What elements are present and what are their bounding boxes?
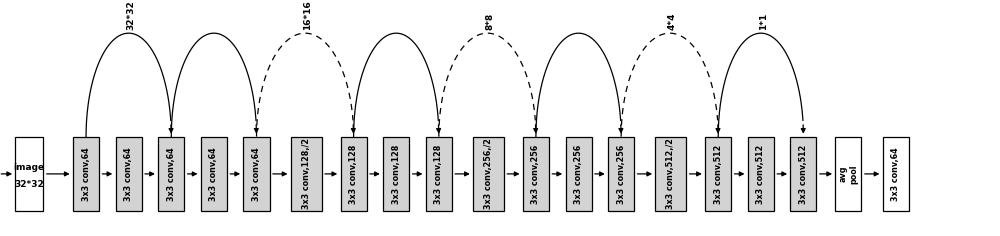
Text: image: image — [14, 163, 45, 172]
Text: 3x3 conv,64: 3x3 conv,64 — [82, 147, 91, 201]
Text: 32*32: 32*32 — [14, 180, 44, 189]
Bar — [655, 137, 686, 211]
Text: 3x3 conv,128: 3x3 conv,128 — [392, 144, 401, 204]
Text: 16*16: 16*16 — [303, 0, 312, 30]
Bar — [608, 137, 634, 211]
Bar — [705, 137, 731, 211]
Text: 1*1: 1*1 — [759, 13, 768, 30]
Text: 8*8: 8*8 — [485, 13, 494, 30]
Bar — [790, 137, 816, 211]
Bar — [291, 137, 322, 211]
Text: 3x3 conv,64: 3x3 conv,64 — [167, 147, 176, 201]
Text: 3x3 conv,64: 3x3 conv,64 — [891, 147, 900, 201]
Bar — [73, 137, 99, 211]
Bar — [15, 137, 43, 211]
Text: 3x3 conv,256: 3x3 conv,256 — [574, 144, 583, 203]
Text: 32*32: 32*32 — [127, 0, 136, 30]
Text: 3x3 conv,64: 3x3 conv,64 — [124, 147, 133, 201]
Text: avg
pool: avg pool — [839, 164, 858, 184]
Text: 3x3 conv,512: 3x3 conv,512 — [756, 144, 765, 203]
Text: 3x3 conv,512: 3x3 conv,512 — [714, 144, 723, 203]
Bar — [883, 137, 909, 211]
Text: 3x3 conv,128,/2: 3x3 conv,128,/2 — [302, 138, 311, 209]
Text: 4*4: 4*4 — [668, 12, 677, 30]
Text: 3x3 conv,64: 3x3 conv,64 — [252, 147, 261, 201]
Bar — [243, 137, 270, 211]
Bar — [383, 137, 409, 211]
Bar — [341, 137, 367, 211]
Bar — [835, 137, 861, 211]
Text: 3x3 conv,256: 3x3 conv,256 — [617, 144, 626, 203]
Text: 3x3 conv,128: 3x3 conv,128 — [434, 144, 443, 204]
Bar — [523, 137, 549, 211]
Text: 3x3 conv,256: 3x3 conv,256 — [531, 144, 540, 203]
Bar — [116, 137, 142, 211]
Bar — [473, 137, 504, 211]
Bar — [201, 137, 227, 211]
Text: 3x3 conv,512: 3x3 conv,512 — [799, 144, 808, 203]
Text: 3x3 conv,256,/2: 3x3 conv,256,/2 — [484, 139, 493, 209]
Bar — [158, 137, 184, 211]
Text: 3x3 conv,512,/2: 3x3 conv,512,/2 — [666, 139, 675, 209]
Text: 3x3 conv,64: 3x3 conv,64 — [209, 147, 218, 201]
Bar — [748, 137, 774, 211]
Bar — [566, 137, 592, 211]
Bar — [426, 137, 452, 211]
Text: 3x3 conv,128: 3x3 conv,128 — [349, 144, 358, 204]
